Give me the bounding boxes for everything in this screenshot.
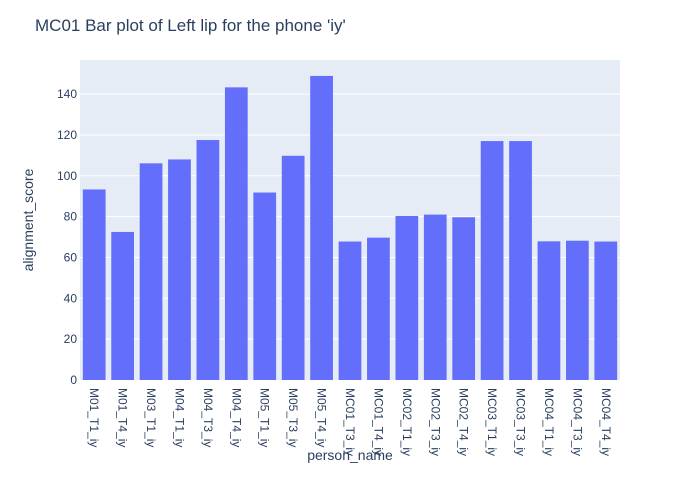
x-tick-label: M05_T3_iy xyxy=(286,388,300,447)
x-tick-label: M04_T4_iy xyxy=(229,388,243,447)
bar-M04_T3_iy xyxy=(196,140,220,380)
bar-MC02_T4_iy xyxy=(452,217,476,380)
x-tick-label: MC01_T4_iy xyxy=(371,388,385,456)
y-tick-label: 140 xyxy=(57,87,77,101)
bar-MC02_T3_iy xyxy=(423,214,447,380)
x-tick-label: MC02_T3_iy xyxy=(428,388,442,456)
bar-M01_T4_iy xyxy=(111,231,134,380)
bar-MC04_T1_iy xyxy=(537,241,561,380)
y-tick-label: 60 xyxy=(64,250,78,264)
y-tick-label: 40 xyxy=(64,291,78,305)
y-axis-ticks: 0 20 40 60 80 100 120 140 xyxy=(57,87,77,387)
y-tick-label: 120 xyxy=(57,128,77,142)
bar-M05_T3_iy xyxy=(281,155,305,380)
x-tick-label: M03_T1_iy xyxy=(144,388,158,447)
x-tick-label: MC04_T1_iy xyxy=(542,388,556,456)
x-tick-label: MC02_T4_iy xyxy=(457,388,471,456)
y-tick-label: 20 xyxy=(64,332,78,346)
bar-MC01_T4_iy xyxy=(367,237,390,380)
x-tick-label: M01_T4_iy xyxy=(116,388,130,447)
x-tick-label: MC03_T3_iy xyxy=(514,388,528,456)
bar-M05_T4_iy xyxy=(310,75,333,380)
bar-MC03_T1_iy xyxy=(480,141,504,380)
x-tick-label: MC01_T3_iy xyxy=(343,388,357,456)
bar-M01_T1_iy xyxy=(82,189,106,380)
bar-M04_T4_iy xyxy=(224,87,248,381)
y-tick-label: 80 xyxy=(64,210,78,224)
y-axis-title: alignment_score xyxy=(20,168,36,271)
bar-MC01_T3_iy xyxy=(338,241,362,380)
bar-MC04_T4_iy xyxy=(594,241,618,380)
chart-title: MC01 Bar plot of Left lip for the phone … xyxy=(35,16,346,35)
x-axis-ticks: M01_T1_iy M01_T4_iy M03_T1_iy M04_T1_iy M04_… xyxy=(87,388,613,456)
y-tick-label: 100 xyxy=(57,169,77,183)
x-tick-label: MC04_T3_iy xyxy=(570,388,584,456)
x-tick-label: M05_T4_iy xyxy=(315,388,329,447)
x-tick-label: MC03_T1_iy xyxy=(485,388,499,456)
x-tick-label: MC04_T4_iy xyxy=(599,388,613,456)
bar-MC04_T3_iy xyxy=(566,240,589,380)
bar-M04_T1_iy xyxy=(168,159,191,380)
bar-MC03_T3_iy xyxy=(509,141,532,380)
x-axis-title: person_name xyxy=(307,447,393,463)
bar-MC02_T1_iy xyxy=(395,216,419,380)
bars xyxy=(82,75,618,381)
x-tick-label: MC02_T1_iy xyxy=(400,388,414,456)
bar-M05_T1_iy xyxy=(253,192,277,380)
bar-M03_T1_iy xyxy=(139,163,163,380)
y-tick-label: 0 xyxy=(70,373,77,387)
x-tick-label: M05_T1_iy xyxy=(258,388,272,447)
x-tick-label: M01_T1_iy xyxy=(87,388,101,447)
x-tick-label: M04_T3_iy xyxy=(201,388,215,447)
x-tick-label: M04_T1_iy xyxy=(172,388,186,447)
